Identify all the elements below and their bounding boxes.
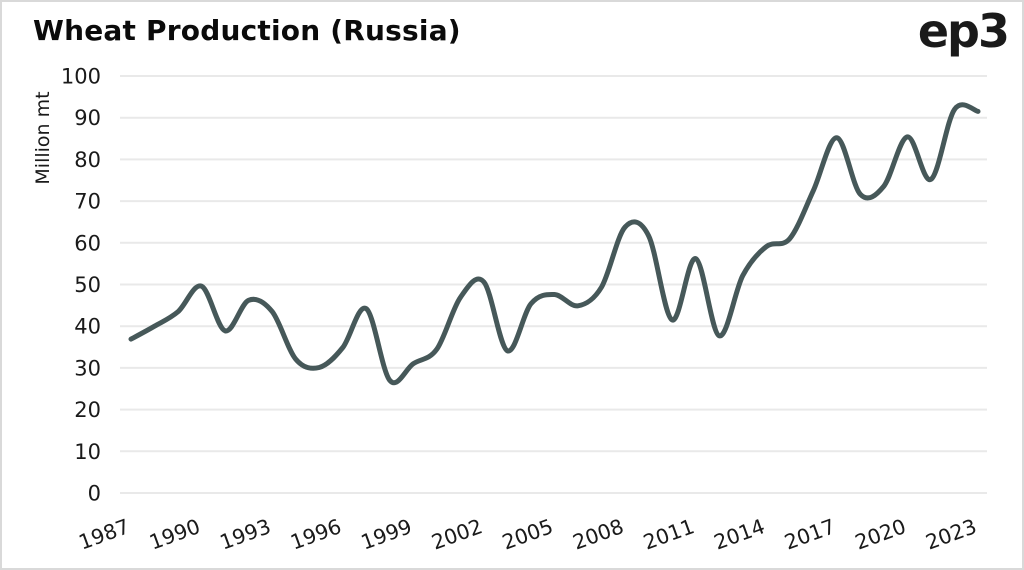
- y-axis-tick-labels: 0 10 20 30 40 50 60 70 80 90 100: [61, 65, 101, 506]
- y-tick-label: 80: [74, 148, 101, 172]
- y-tick-label: 20: [74, 398, 101, 422]
- x-tick-label: 2023: [922, 514, 979, 554]
- y-axis-title: Million mt: [32, 91, 54, 184]
- y-tick-label: 0: [88, 482, 101, 506]
- y-tick-label: 30: [74, 356, 101, 380]
- x-tick-label: 1993: [217, 514, 274, 554]
- x-tick-label: 2011: [640, 514, 697, 554]
- x-tick-label: 1990: [146, 514, 203, 554]
- x-tick-label: 2014: [711, 514, 768, 554]
- y-tick-label: 90: [74, 106, 101, 130]
- y-tick-label: 100: [61, 65, 101, 89]
- x-tick-label: 1999: [358, 514, 415, 554]
- x-tick-label: 2017: [781, 514, 838, 554]
- x-tick-label: 2002: [428, 514, 485, 554]
- ep3-logo: ep3: [917, 4, 1010, 58]
- x-tick-label: 2005: [499, 514, 556, 554]
- y-tick-label: 40: [74, 315, 101, 339]
- y-tick-label: 70: [74, 190, 101, 214]
- y-tick-label: 60: [74, 231, 101, 255]
- y-tick-label: 10: [74, 440, 101, 464]
- x-tick-label: 2020: [852, 514, 909, 554]
- x-axis-tick-labels: 1987 1990 1993 1996 1999 2002 2005 2008 2011 2014…: [75, 514, 979, 554]
- x-tick-label: 1996: [287, 514, 344, 554]
- chart-title: Wheat Production (Russia): [33, 14, 461, 47]
- y-tick-label: 50: [74, 273, 101, 297]
- x-tick-label: 1987: [75, 514, 132, 554]
- gridlines: [120, 75, 987, 494]
- x-tick-label: 2008: [570, 514, 627, 554]
- wheat-production-line: [128, 102, 981, 386]
